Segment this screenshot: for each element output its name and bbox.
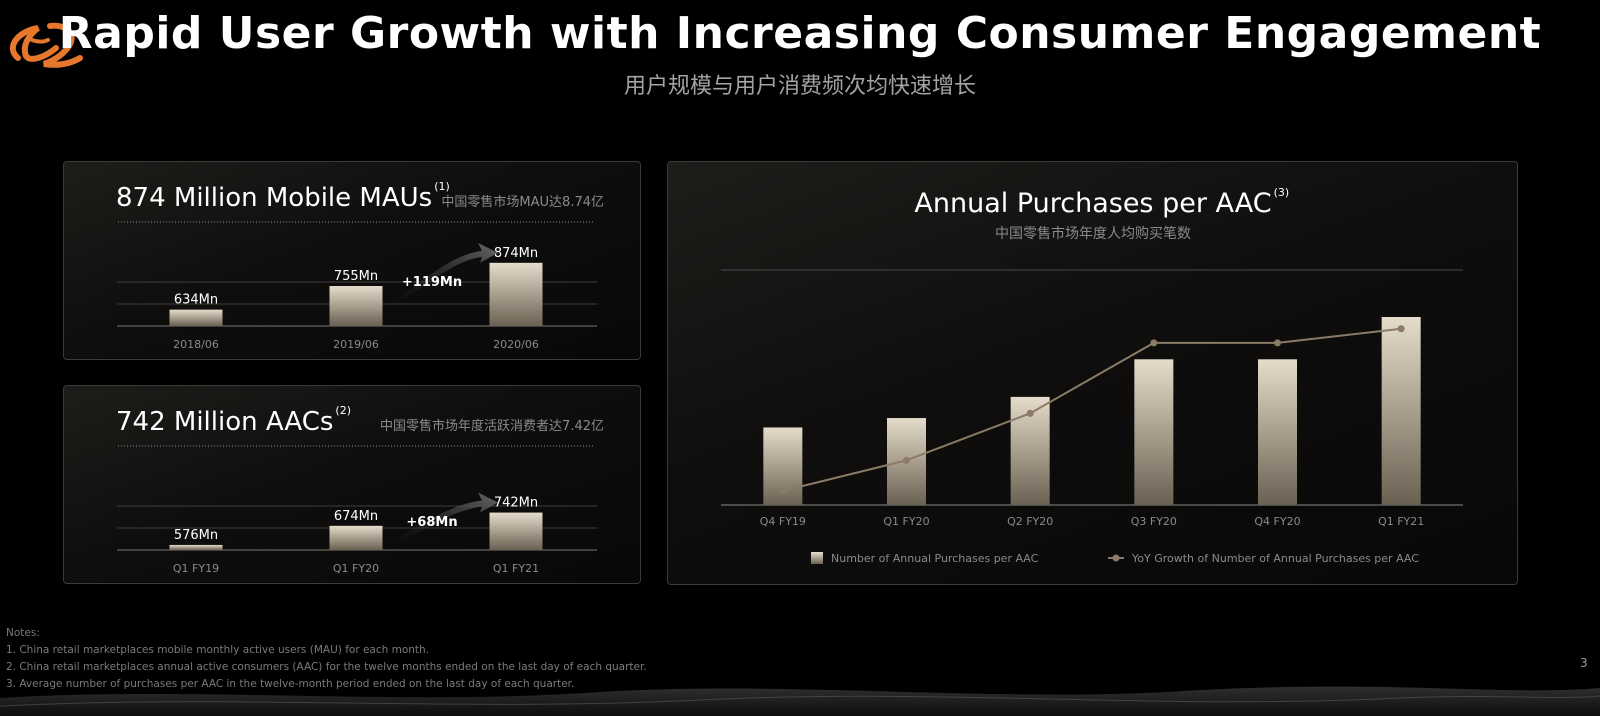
bar [1258,359,1297,505]
page-subtitle: 用户规模与用户消费频次均快速增长 [623,74,976,99]
x-tick-label: Q4 FY20 [1254,515,1300,528]
bar [1134,359,1174,505]
note-item: 2. China retail marketplaces annual acti… [6,661,647,673]
x-tick-label: Q2 FY20 [1007,515,1053,528]
data-label: 674Mn [334,509,378,524]
x-tick-label: Q1 FY19 [173,562,219,575]
bar [329,525,383,550]
data-label: 576Mn [174,528,218,543]
notes-heading: Notes: [6,627,40,639]
purchases-panel: Annual Purchases per AAC (3) 中国零售市场年度人均购买笔… [667,161,1518,585]
chart-subtitle: 中国零售市场MAU达8.74亿 [441,194,604,210]
growth-point [903,456,910,464]
notes: Notes: 1. China retail marketplaces mobi… [6,625,647,693]
bar [489,512,543,550]
growth-point [1150,339,1158,347]
chart-subtitle: 中国零售市场年度活跃消费者达7.42亿 [380,418,604,434]
chart-title: 742 Million AACs [116,407,333,437]
mau-chart: 874 Million Mobile MAUs (1)中国零售市场MAU达8.74… [116,180,604,351]
growth-label: +68Mn [406,515,457,530]
x-tick-label: 2018/06 [173,338,219,351]
x-tick-label: Q1 FY21 [493,562,539,575]
chart-title: 874 Million Mobile MAUs [116,183,432,213]
page-number: 3 [1580,656,1588,670]
growth-point [1026,409,1034,417]
legend-label-bar: Number of Annual Purchases per AAC [831,552,1039,565]
mau-panel: 874 Million Mobile MAUs (1) 中国零售市场MAU达8.74… [63,161,641,360]
bar [169,544,223,550]
x-tick-label: Q1 FY20 [333,562,379,575]
growth-line [782,327,1402,492]
data-label: 755Mn [334,269,378,284]
bar [169,309,223,326]
legend-line-marker-icon [1112,554,1120,562]
bar [489,262,543,326]
x-tick-label: Q4 FY19 [760,515,806,528]
note-item: 3. Average number of purchases per AAC i… [6,678,575,690]
aac-chart: 742 Million AACs (2) 中国零售市场年度活跃消费者达7.42亿 57… [116,404,604,575]
purchases-chart: Annual Purchases per AAC (3) 中国零售市场年度人均购买笔… [721,186,1463,565]
growth-point [1274,339,1281,347]
x-tick-label: 2019/06 [333,338,379,351]
data-label: 634Mn [174,293,218,308]
chart-title-superscript: (1) [434,180,450,193]
decorative-wave-icon [0,686,1600,716]
legend-label-line: YoY Growth of Number of Annual Purchases… [1131,552,1419,565]
data-label: 742Mn [494,496,538,511]
bar [1381,317,1421,505]
chart-title: Annual Purchases per AAC [914,188,1271,219]
growth-point [1397,325,1405,333]
chart-title-superscript: (2) [335,404,351,417]
x-tick-label: Q1 FY20 [883,515,929,528]
growth-arrow-icon [386,242,498,307]
chart-title-superscript: (3) [1274,186,1290,199]
x-tick-label: Q1 FY21 [1378,515,1424,528]
chart-subtitle: 中国零售市场年度人均购买笔数 [995,225,1191,242]
growth-arrow-icon [386,492,498,546]
page-title: Rapid User Growth with Increasing Consum… [58,8,1542,59]
aac-panel: 742 Million AACs (2) 中国零售市场年度活跃消费者达7.42亿 57… [63,385,641,584]
legend-bar-swatch-icon [811,552,823,564]
note-item: 1. China retail marketplaces mobile mont… [6,644,430,656]
x-tick-label: 2020/06 [493,338,539,351]
x-tick-label: Q3 FY20 [1131,515,1177,528]
growth-label: +119Mn [402,275,462,290]
growth-point [779,487,787,495]
bar [329,286,383,326]
alibaba-logo-icon [9,22,83,68]
data-label: 874Mn [494,246,538,261]
